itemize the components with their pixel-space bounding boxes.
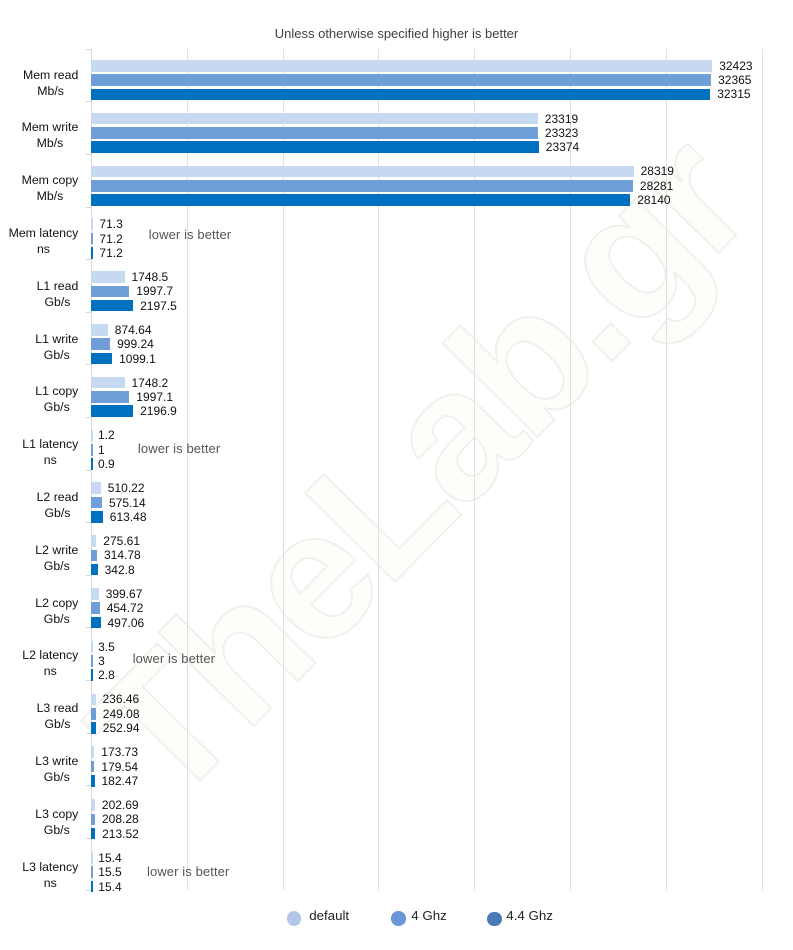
svg-text:TheLab.gr: TheLab.gr [51, 96, 786, 839]
